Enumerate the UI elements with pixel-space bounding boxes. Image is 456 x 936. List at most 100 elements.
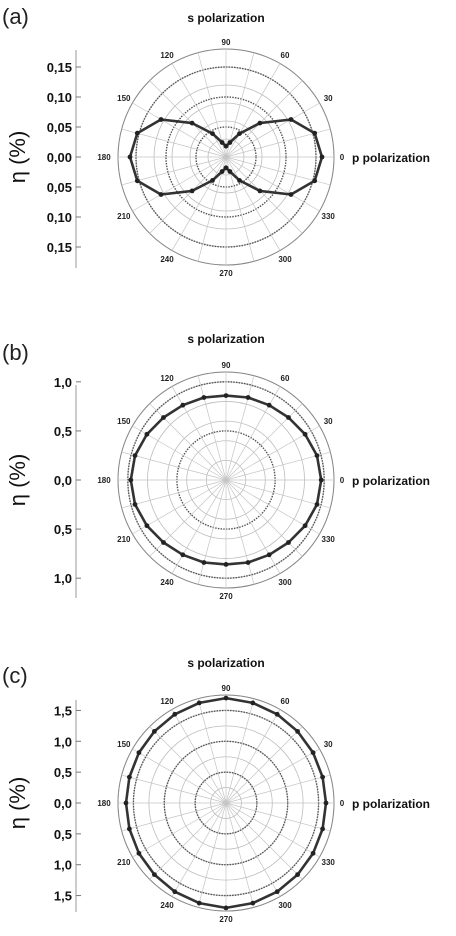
data-point	[123, 800, 129, 806]
grid-spoke	[132, 802, 227, 858]
y-tick-label: 0,15	[47, 60, 72, 75]
y-tick-label: 0,05	[47, 180, 72, 195]
y-axis-label: η (%)	[5, 131, 30, 184]
angle-label: 210	[117, 535, 131, 544]
grid-spoke	[121, 451, 227, 481]
y-tick-label: 1,0	[54, 375, 72, 390]
grid-spoke	[225, 479, 281, 574]
data-point	[196, 700, 202, 706]
grid-spoke	[171, 156, 227, 251]
y-tick-label: 1,5	[54, 889, 72, 904]
data-point	[196, 900, 202, 906]
data-point	[302, 523, 308, 529]
data-point	[286, 415, 291, 420]
grid-spoke	[197, 479, 227, 585]
angle-label: 180	[97, 476, 111, 485]
angle-label: 150	[117, 740, 131, 749]
grid-spoke	[149, 80, 227, 158]
data-point	[223, 143, 229, 149]
data-point	[132, 453, 138, 458]
polar-panel-b: (b) 0 30 60 90 120 150 180 210 240 270 300 330 s pola…	[2, 332, 430, 601]
angle-label: 90	[222, 361, 231, 370]
angle-label: 330	[322, 212, 336, 221]
grid-spoke	[149, 156, 227, 234]
grid-spoke	[225, 479, 331, 509]
data-point	[295, 729, 300, 734]
data-point	[132, 502, 138, 507]
data-point	[223, 393, 229, 398]
data-point	[250, 700, 256, 706]
angle-label: 180	[97, 153, 111, 162]
data-point	[302, 431, 308, 437]
data-point	[126, 826, 132, 832]
panel-label: (b)	[2, 340, 29, 365]
data-point	[223, 905, 229, 911]
angle-label: 180	[97, 799, 111, 808]
data-point	[288, 117, 294, 122]
grid-spoke	[225, 80, 303, 158]
grid-spoke	[225, 156, 320, 212]
angle-label: 30	[324, 740, 333, 749]
grid-spoke	[225, 102, 320, 158]
polar-panel-c: (c) 0 30 60 90 120 150 180 210 240 270 300 330 s pola…	[2, 656, 430, 924]
top-axis-label: s polarization	[187, 656, 264, 670]
grid-spoke	[149, 479, 227, 557]
y-axis-label: η (%)	[5, 777, 30, 830]
data-point	[257, 188, 263, 194]
angle-label: 210	[117, 212, 131, 221]
data-point	[201, 560, 207, 565]
data-point	[288, 192, 294, 197]
data-point	[210, 131, 215, 137]
y-tick-label: 0,5	[54, 765, 72, 780]
angle-label: 60	[281, 697, 290, 706]
grid-spoke	[171, 709, 227, 804]
grid-spoke	[149, 802, 227, 880]
data-point	[161, 540, 166, 545]
y-tick-label: 0,5	[54, 827, 72, 842]
grid-spoke	[225, 375, 255, 481]
data-point	[245, 395, 251, 400]
data-point	[320, 774, 325, 780]
data-point	[201, 395, 207, 400]
data-point	[219, 140, 225, 145]
grid-spoke	[132, 102, 227, 158]
angle-label: 60	[281, 51, 290, 60]
grid-spoke	[171, 63, 227, 158]
grid-spoke	[149, 403, 227, 481]
y-tick-label: 0,10	[47, 210, 72, 225]
angle-label: 120	[160, 374, 174, 383]
angle-label: 270	[219, 592, 233, 601]
angle-label: 120	[160, 51, 174, 60]
data-point	[180, 552, 186, 558]
data-point	[295, 872, 300, 877]
y-tick-label: 1,0	[54, 858, 72, 873]
angle-label: 330	[322, 535, 336, 544]
grid-spoke	[225, 403, 303, 481]
grid-spoke	[225, 479, 255, 585]
data-point	[161, 415, 166, 420]
data-point	[237, 131, 242, 137]
y-tick-label: 1,0	[54, 571, 72, 586]
angle-label: 270	[219, 269, 233, 278]
data-point	[227, 140, 233, 145]
y-tick-label: 0,0	[54, 473, 72, 488]
data-point	[320, 826, 325, 832]
data-point	[152, 872, 157, 877]
y-tick-label: 1,0	[54, 734, 72, 749]
panel-label: (a)	[2, 4, 29, 29]
grid-spoke	[121, 774, 227, 804]
y-tick-label: 0,10	[47, 90, 72, 105]
grid-spoke	[225, 52, 255, 158]
angle-label: 150	[117, 94, 131, 103]
grid-spoke	[225, 774, 331, 804]
y-tick-label: 0,15	[47, 240, 72, 255]
data-point	[134, 130, 140, 136]
data-point	[219, 169, 225, 174]
data-point	[172, 711, 178, 717]
angle-label: 60	[281, 374, 290, 383]
angle-label: 90	[222, 38, 231, 47]
grid-spoke	[225, 709, 281, 804]
right-axis-label: p polarization	[352, 474, 430, 488]
data-point	[274, 711, 280, 717]
data-point	[158, 117, 164, 122]
